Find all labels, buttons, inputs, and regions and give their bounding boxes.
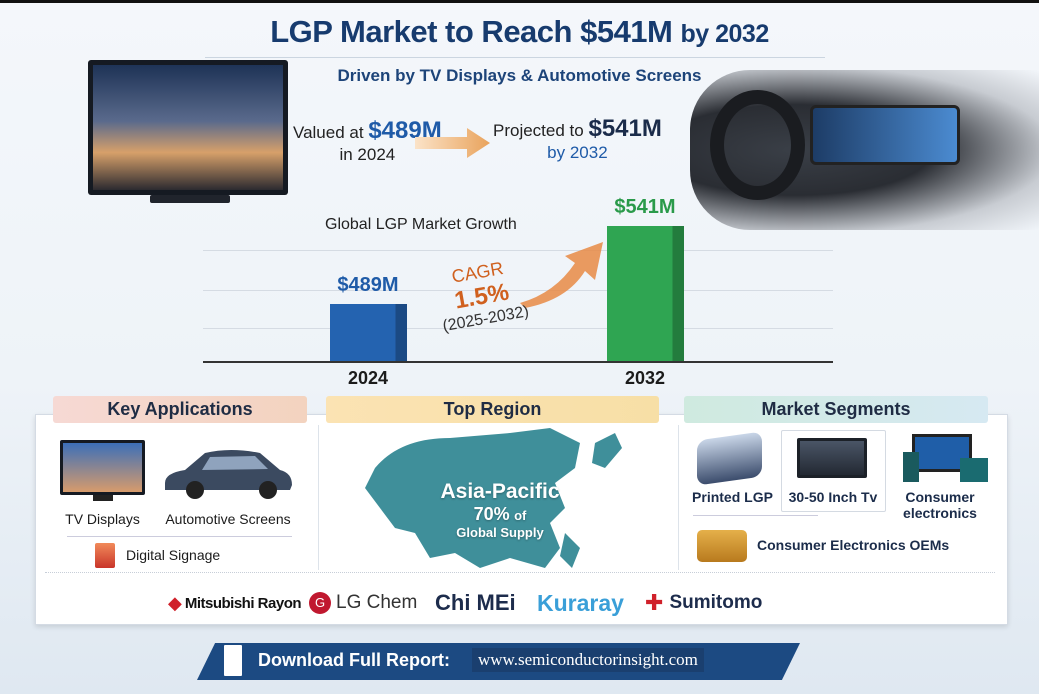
logo-chi-mei: Chi MEi: [435, 590, 516, 615]
digital-signage-icon: [95, 543, 115, 568]
projected-summary: Projected to $541M by 2032: [493, 115, 662, 163]
logo-lg-chem: G LG Chem: [309, 589, 417, 617]
tv-icon: [797, 438, 867, 478]
divider: [205, 57, 825, 58]
bar-data-label: $489M: [337, 273, 399, 296]
logo-mitsubishi-rayon: ◆ Mitsubishi Rayon: [168, 592, 302, 613]
market-segments-header: Market Segments: [684, 396, 988, 423]
growth-arrow-icon: [520, 242, 603, 308]
key-applications-header: Key Applications: [53, 396, 307, 423]
segment-30-50-inch-tv: 30-50 Inch Tv: [788, 489, 878, 505]
gridline: [203, 328, 833, 329]
top-region-header: Top Region: [326, 396, 659, 423]
page-subtitle: Driven by TV Displays & Automotive Scree…: [337, 66, 702, 85]
divider: [693, 515, 818, 516]
bar-2032: [607, 225, 684, 362]
application-tv-displays: TV Displays: [65, 511, 140, 527]
bar-data-label: $541M: [614, 195, 676, 218]
segment-card: [781, 430, 886, 512]
tv-stand: [93, 495, 113, 501]
tv-display-icon: [60, 440, 145, 495]
asia-pacific-map: [365, 428, 622, 568]
logo-sumitomo: ✚ Sumitomo: [645, 590, 763, 615]
gridline: [203, 250, 833, 251]
printed-lgp-icon: [697, 431, 762, 486]
segment-consumer-electronics-oems: Consumer Electronics OEMs: [757, 537, 950, 553]
bar-2024: [330, 303, 407, 362]
sumitomo-icon: ✚: [645, 590, 664, 615]
divider: [318, 425, 319, 570]
lg-logo-icon: G: [309, 592, 331, 614]
segment-consumer-electronics: Consumer electronics: [903, 489, 977, 521]
mitsubishi-diamonds-icon: ◆: [168, 592, 182, 613]
application-automotive-screens: Automotive Screens: [165, 511, 291, 527]
divider: [67, 536, 292, 537]
divider: [678, 425, 679, 570]
logo-kuraray: Kuraray: [537, 589, 624, 616]
car-icon: [165, 450, 292, 499]
x-tick-label: 2032: [624, 368, 666, 388]
tv-stand: [150, 195, 230, 203]
application-digital-signage: Digital Signage: [126, 547, 221, 563]
document-icon: [222, 643, 244, 678]
segment-printed-lgp: Printed LGP: [692, 489, 773, 505]
arrow-right-icon: [415, 128, 490, 158]
divider: [45, 572, 995, 573]
briefcase-icon: [697, 530, 747, 562]
tv-image: [88, 60, 288, 195]
car-dashboard-image: [690, 70, 1039, 230]
top-border: [0, 0, 1039, 3]
gridline: [203, 290, 833, 291]
region-stat: Asia-Pacific 70% of Global Supply: [440, 480, 560, 540]
tablet-icon: [960, 458, 988, 482]
x-axis: [203, 361, 833, 363]
download-label: Download Full Report:: [258, 650, 450, 670]
speaker-icon: [903, 452, 919, 482]
x-tick-label: 2024: [347, 368, 389, 388]
chart-title: Global LGP Market Growth: [325, 216, 517, 233]
report-link[interactable]: www.semiconductorinsight.com: [472, 648, 704, 672]
bar-chart: $489M 2024 $541M 2032: [330, 195, 684, 388]
page-title: LGP Market to Reach $541M by 2032: [270, 14, 769, 49]
